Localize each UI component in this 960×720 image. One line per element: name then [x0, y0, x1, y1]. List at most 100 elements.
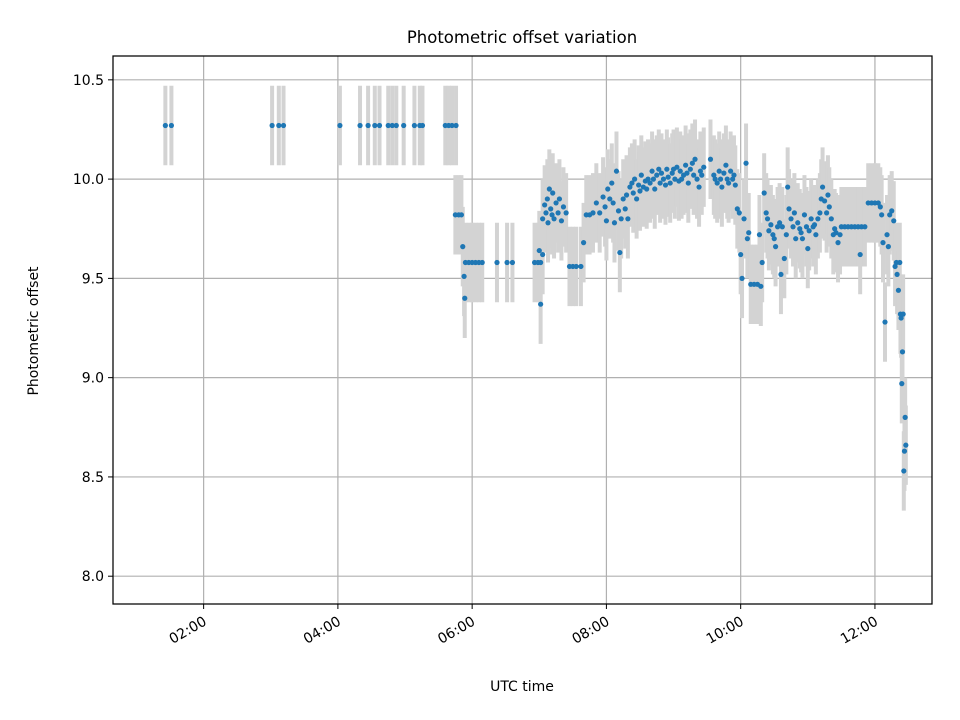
data-point: [725, 180, 732, 186]
data-point: [590, 210, 596, 216]
data-point: [736, 210, 742, 216]
data-point: [540, 251, 546, 258]
data-point: [687, 166, 693, 172]
data-point: [662, 182, 669, 188]
data-point: [683, 162, 689, 168]
data-point: [783, 232, 789, 238]
data-point: [657, 180, 663, 186]
data-point: [638, 172, 644, 178]
data-point: [815, 216, 821, 222]
data-point: [563, 210, 569, 216]
data-point: [269, 122, 275, 129]
data-point: [504, 259, 510, 266]
y-axis-label: Photometric offset: [26, 266, 42, 396]
data-point: [770, 232, 776, 238]
data-point: [607, 196, 613, 202]
data-point: [764, 216, 771, 222]
data-point: [536, 247, 542, 254]
data-point: [899, 349, 906, 355]
data-point: [453, 122, 459, 129]
data-point: [772, 244, 779, 250]
data-point: [793, 236, 799, 242]
data-point: [819, 184, 826, 190]
data-point: [835, 240, 841, 246]
data-point: [634, 196, 640, 202]
data-point: [696, 184, 702, 190]
data-point: [744, 236, 750, 242]
data-point: [667, 180, 673, 186]
data-point: [458, 212, 465, 218]
data-point: [790, 224, 796, 230]
data-point: [895, 287, 902, 293]
data-point: [781, 255, 787, 262]
data-point: [649, 168, 655, 174]
y-tick-label: 8.5: [82, 470, 104, 486]
data-point: [771, 236, 777, 242]
x-tick-label: 08:00: [569, 614, 612, 648]
data-point: [901, 448, 908, 454]
data-point: [734, 206, 740, 212]
data-point: [280, 122, 287, 129]
data-point: [393, 122, 399, 129]
data-point: [411, 122, 418, 129]
x-tick-label: 12:00: [838, 614, 881, 648]
data-point: [551, 216, 557, 222]
data-point: [542, 202, 548, 208]
data-point: [600, 194, 606, 200]
data-point: [689, 160, 695, 166]
data-point: [613, 168, 620, 174]
data-point: [617, 249, 623, 256]
data-point: [894, 271, 900, 278]
data-point: [712, 176, 718, 182]
data-point: [553, 200, 559, 206]
y-axis-ticks: 8.0 8.5 9.0 9.5 10.0 10.5: [73, 73, 113, 585]
data-point: [658, 170, 665, 176]
data-point: [660, 176, 667, 182]
data-point: [546, 186, 552, 192]
data-point: [808, 216, 814, 222]
data-point: [756, 232, 763, 238]
data-point: [543, 210, 549, 216]
chart-title: Photometric offset variation: [407, 28, 637, 47]
data-point: [738, 251, 744, 258]
x-tick-label: 04:00: [301, 614, 344, 648]
data-point: [824, 210, 830, 216]
data-point: [875, 200, 881, 206]
data-point: [573, 263, 579, 270]
data-point: [637, 188, 643, 194]
data-point: [357, 122, 363, 129]
x-tick-label: 10:00: [704, 614, 747, 648]
data-point: [627, 184, 633, 190]
data-point: [880, 240, 886, 246]
data-point: [777, 220, 783, 226]
data-point: [656, 166, 662, 172]
data-point: [730, 176, 736, 182]
data-point: [799, 236, 806, 242]
data-point: [376, 122, 383, 129]
data-point: [650, 176, 657, 182]
data-point: [899, 381, 905, 387]
data-point: [665, 174, 671, 180]
data-point: [540, 216, 546, 222]
data-point: [168, 122, 175, 129]
data-point: [389, 122, 395, 129]
data-point: [544, 196, 550, 202]
data-point: [615, 208, 622, 214]
data-point: [813, 232, 819, 238]
data-point: [892, 263, 898, 270]
data-point: [674, 164, 680, 170]
data-point: [884, 232, 890, 238]
data-point: [509, 259, 516, 266]
data-point: [538, 259, 544, 266]
data-point: [630, 190, 636, 196]
data-point: [801, 212, 808, 218]
data-point: [654, 172, 660, 178]
data-point: [401, 122, 407, 129]
data-point: [821, 198, 828, 204]
data-point: [803, 224, 810, 230]
data-point: [162, 122, 168, 129]
data-point: [728, 168, 734, 174]
data-point: [664, 166, 670, 172]
data-point: [460, 244, 466, 250]
data-point: [622, 206, 628, 212]
